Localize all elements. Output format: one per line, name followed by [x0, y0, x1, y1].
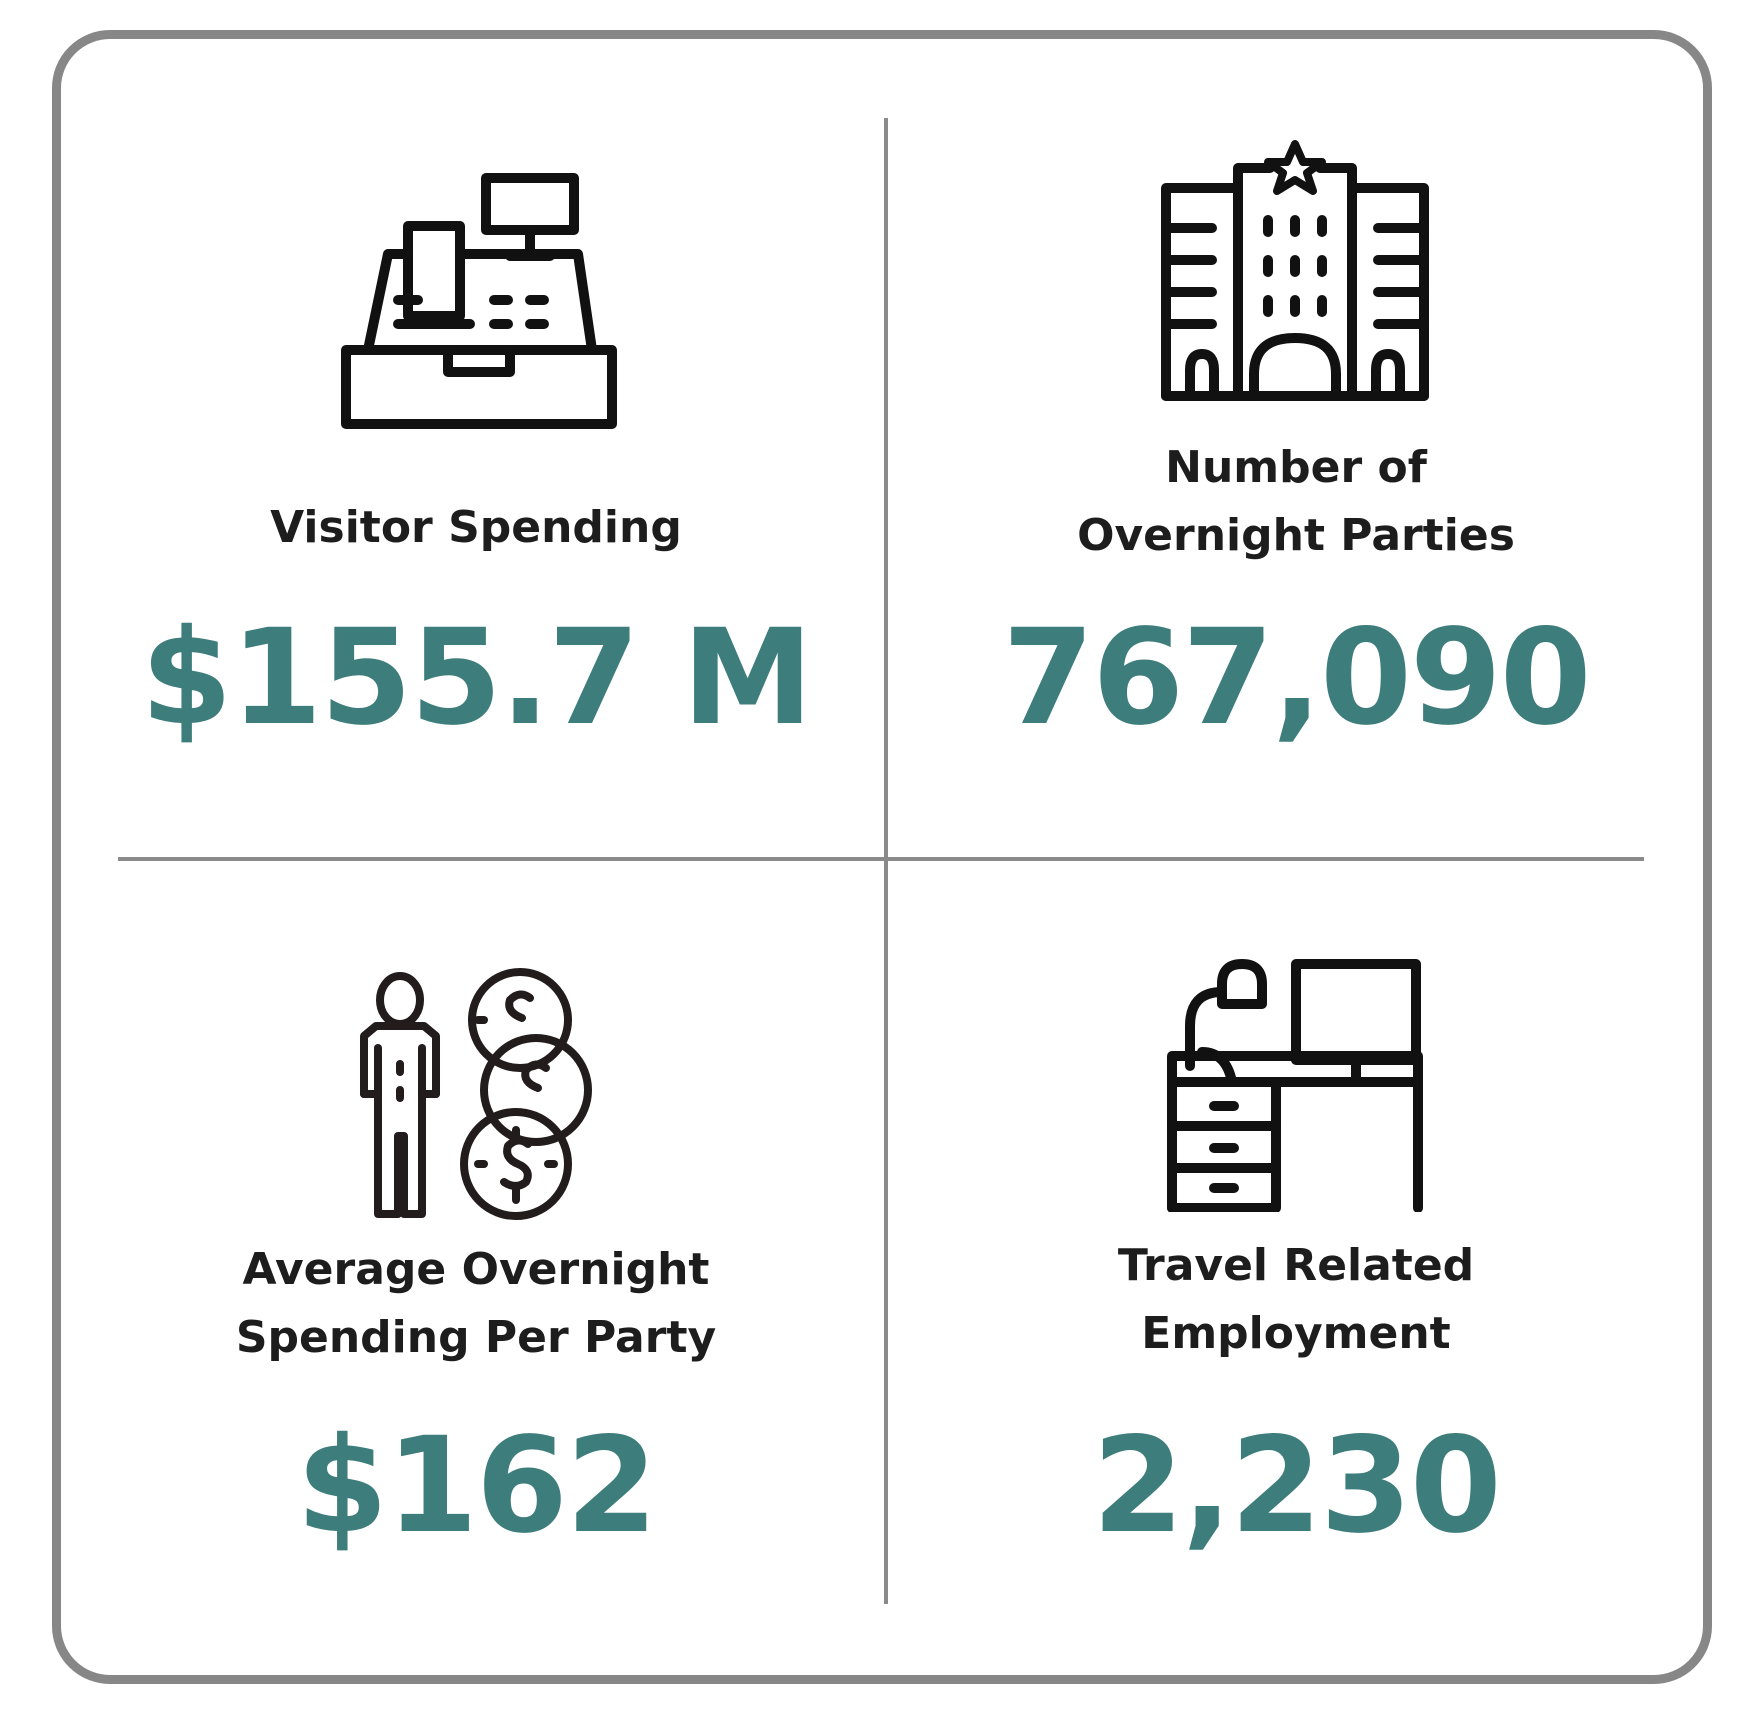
person-coins-icon: [346, 968, 602, 1224]
employment-value: 2,230: [1092, 1409, 1502, 1563]
horizontal-divider: [118, 857, 1644, 861]
overnight-parties-value: 767,090: [1002, 601, 1591, 755]
average-spending-value: $162: [296, 1409, 657, 1563]
overnight-parties-label: Number of Overnight Parties: [1077, 442, 1515, 561]
average-spending-label: Average Overnight Spending Per Party: [235, 1244, 717, 1363]
vertical-divider: [884, 118, 888, 1604]
visitor-spending-label: Visitor Spending: [270, 502, 682, 553]
cash-register-icon: [338, 172, 618, 452]
office-desk-icon: [1166, 956, 1428, 1212]
employment-label: Travel Related Employment: [1117, 1240, 1475, 1359]
hotel-building-icon: [1160, 138, 1430, 406]
visitor-spending-value: $155.7 M: [140, 601, 814, 755]
